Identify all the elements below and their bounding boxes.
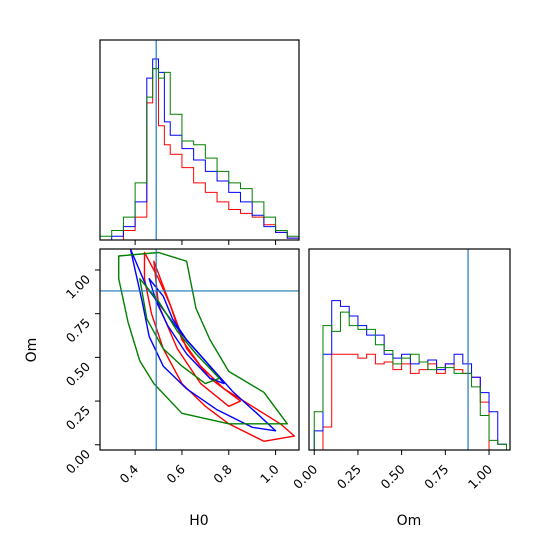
om-hist-series-1	[314, 353, 507, 451]
om-hist-x-tick-label: 1.00	[465, 461, 495, 491]
x-axis-label-om: Om	[397, 513, 422, 529]
om-hist-x-tick-label: 0.50	[377, 461, 407, 491]
contour-y-tick-label: 0.50	[63, 359, 93, 389]
om-hist-x-tick-label: 0.75	[421, 462, 451, 492]
h0-hist-series-1	[100, 68, 300, 241]
contour-series-3-level-1	[118, 251, 288, 425]
om-hist-x-tick-label: 0.00	[290, 461, 320, 491]
x-axis-label-h0: H0	[189, 513, 208, 529]
contour-series-2-level-1	[129, 249, 277, 432]
contour-y-tick-label: 0.00	[63, 446, 93, 476]
h0-om-contour-panel: 0.4 0.6 0.8 1.0 0.00 0.25 0.50 0.75 1.00	[63, 248, 300, 486]
contour-series-1-level-1	[143, 251, 296, 442]
contour-y-tick-label: 0.75	[63, 315, 93, 345]
om-histogram-panel: 0.00 0.25 0.50 0.75 1.00	[290, 248, 511, 492]
contour-layer	[118, 249, 296, 442]
contour-x-tick-label: 0.4	[117, 461, 142, 486]
contour-y-tick-label: 1.00	[63, 271, 93, 301]
h0-hist-series-2	[100, 58, 300, 241]
h0-histogram-panel	[99, 39, 300, 245]
y-axis-label-om: Om	[24, 338, 40, 363]
contour-series-3-level-2	[139, 278, 221, 385]
h0-hist-frame	[99, 39, 300, 241]
h0-hist-series-3	[99, 68, 300, 240]
contour-x-tick-label: 0.6	[163, 461, 188, 486]
contour-x-tick-label: 0.8	[210, 461, 235, 486]
om-hist-series-3	[313, 311, 508, 450]
om-hist-series-2	[313, 300, 508, 450]
contour-y-tick-label: 0.25	[63, 403, 93, 433]
om-hist-frame	[308, 248, 511, 451]
contour-frame	[99, 248, 300, 451]
contour-series-1-level-2	[153, 260, 242, 408]
contour-series-2-level-2	[148, 278, 225, 385]
contour-x-tick-label: 1.0	[257, 461, 282, 486]
om-hist-x-tick-label: 0.25	[334, 462, 364, 492]
